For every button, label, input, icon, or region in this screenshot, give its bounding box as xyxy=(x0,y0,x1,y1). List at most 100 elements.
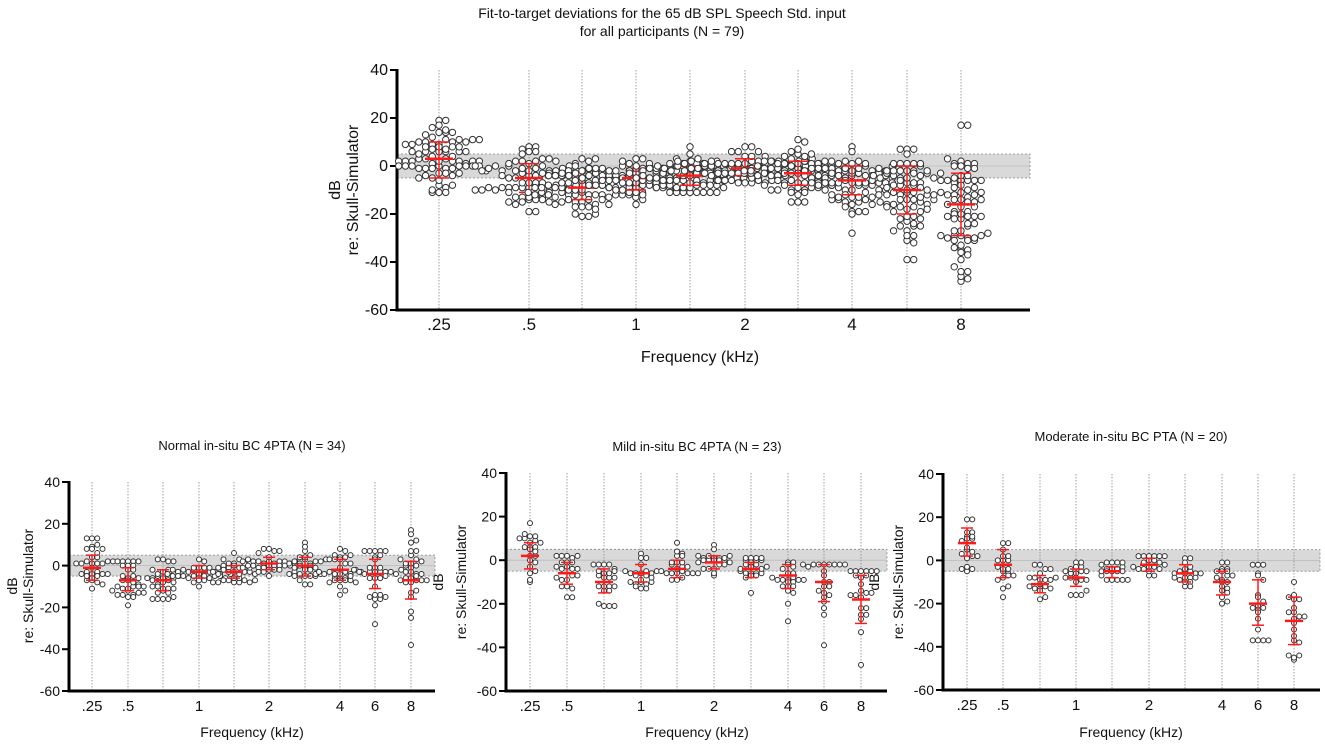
y-tick-label: -60 xyxy=(914,682,934,698)
data-point xyxy=(413,587,420,594)
data-point xyxy=(331,570,338,577)
x-axis-label: Frequency (kHz) xyxy=(645,724,748,740)
data-point xyxy=(841,164,849,173)
data-point xyxy=(130,573,137,580)
data-point xyxy=(1031,585,1038,592)
data-point xyxy=(663,570,670,577)
data-point xyxy=(1229,572,1236,579)
data-point xyxy=(215,570,222,577)
data-point xyxy=(977,176,985,185)
data-point xyxy=(957,248,965,257)
data-point xyxy=(707,157,716,165)
data-point xyxy=(149,596,156,603)
data-point xyxy=(585,157,593,165)
data-point xyxy=(201,558,208,565)
moderate-chart: Moderate in-situ BC PTA (N = 20) 40 20 0 -20… xyxy=(866,429,1321,740)
data-point xyxy=(387,568,394,575)
data-point xyxy=(964,219,972,228)
data-point xyxy=(564,594,570,601)
data-point xyxy=(1037,561,1043,568)
data-point xyxy=(164,570,171,577)
data-point xyxy=(1291,654,1297,661)
data-point xyxy=(435,121,443,129)
y-tick-label: -60 xyxy=(365,302,388,319)
data-point xyxy=(220,556,227,563)
data-point xyxy=(462,147,470,156)
data-point xyxy=(169,573,176,580)
data-point xyxy=(538,169,547,177)
data-point xyxy=(1187,555,1194,562)
data-point xyxy=(558,198,566,206)
data-point xyxy=(591,191,600,199)
data-point xyxy=(140,589,147,596)
data-point xyxy=(814,164,823,173)
data-point xyxy=(1000,594,1006,601)
data-point xyxy=(585,212,593,221)
data-point xyxy=(553,574,560,581)
data-point xyxy=(382,547,389,554)
data-point xyxy=(382,593,389,600)
data-point xyxy=(421,171,430,180)
data-point xyxy=(868,193,876,201)
data-point xyxy=(964,236,972,245)
data-point xyxy=(936,169,945,177)
data-point xyxy=(970,191,979,199)
data-point xyxy=(1156,566,1163,573)
data-point xyxy=(415,138,423,146)
data-point xyxy=(727,176,736,185)
data-point xyxy=(848,147,856,156)
chart-title: Normal in-situ BC 4PTA (N = 34) xyxy=(158,438,345,453)
data-point xyxy=(505,188,513,197)
data-point xyxy=(807,150,816,158)
data-point xyxy=(511,200,520,209)
data-point xyxy=(394,162,403,170)
data-point xyxy=(760,157,769,165)
data-point xyxy=(687,164,695,173)
data-point xyxy=(923,205,931,213)
data-point xyxy=(883,203,891,211)
data-point xyxy=(779,565,786,572)
data-point xyxy=(569,594,576,601)
data-point xyxy=(255,568,262,575)
data-point xyxy=(855,164,863,173)
data-point xyxy=(1285,609,1292,616)
data-point xyxy=(1249,604,1256,611)
y-tick-label: -40 xyxy=(40,641,60,657)
data-point xyxy=(252,577,258,584)
data-point xyxy=(231,550,237,557)
x-tick-label: .5 xyxy=(561,698,574,715)
data-point xyxy=(1005,540,1012,547)
data-point xyxy=(684,570,691,577)
data-point xyxy=(606,570,613,577)
data-point xyxy=(787,155,795,163)
data-point xyxy=(780,181,789,189)
data-point xyxy=(1062,568,1069,575)
data-point xyxy=(1156,553,1163,560)
data-point xyxy=(847,568,854,575)
x-tick-label: 2 xyxy=(265,698,273,715)
data-point xyxy=(826,583,833,590)
data-point xyxy=(668,570,675,577)
data-point xyxy=(700,159,709,168)
data-point xyxy=(544,171,553,180)
data-point xyxy=(250,562,257,569)
y-tick-label: 40 xyxy=(44,474,60,490)
data-point xyxy=(780,152,789,161)
data-point xyxy=(99,581,106,588)
data-point xyxy=(950,243,958,252)
data-point xyxy=(326,568,333,575)
data-point xyxy=(827,157,836,165)
data-point xyxy=(625,169,634,177)
data-point xyxy=(291,573,298,580)
y-tick-label: 40 xyxy=(481,465,497,481)
y-tick-label: 40 xyxy=(370,62,388,79)
data-point xyxy=(883,191,891,199)
data-point xyxy=(943,191,952,199)
data-point xyxy=(896,176,904,185)
data-point xyxy=(532,147,540,156)
data-point xyxy=(889,207,898,216)
data-point xyxy=(1213,574,1220,581)
data-point xyxy=(408,140,416,149)
data-point xyxy=(220,577,227,584)
data-point xyxy=(684,563,691,570)
